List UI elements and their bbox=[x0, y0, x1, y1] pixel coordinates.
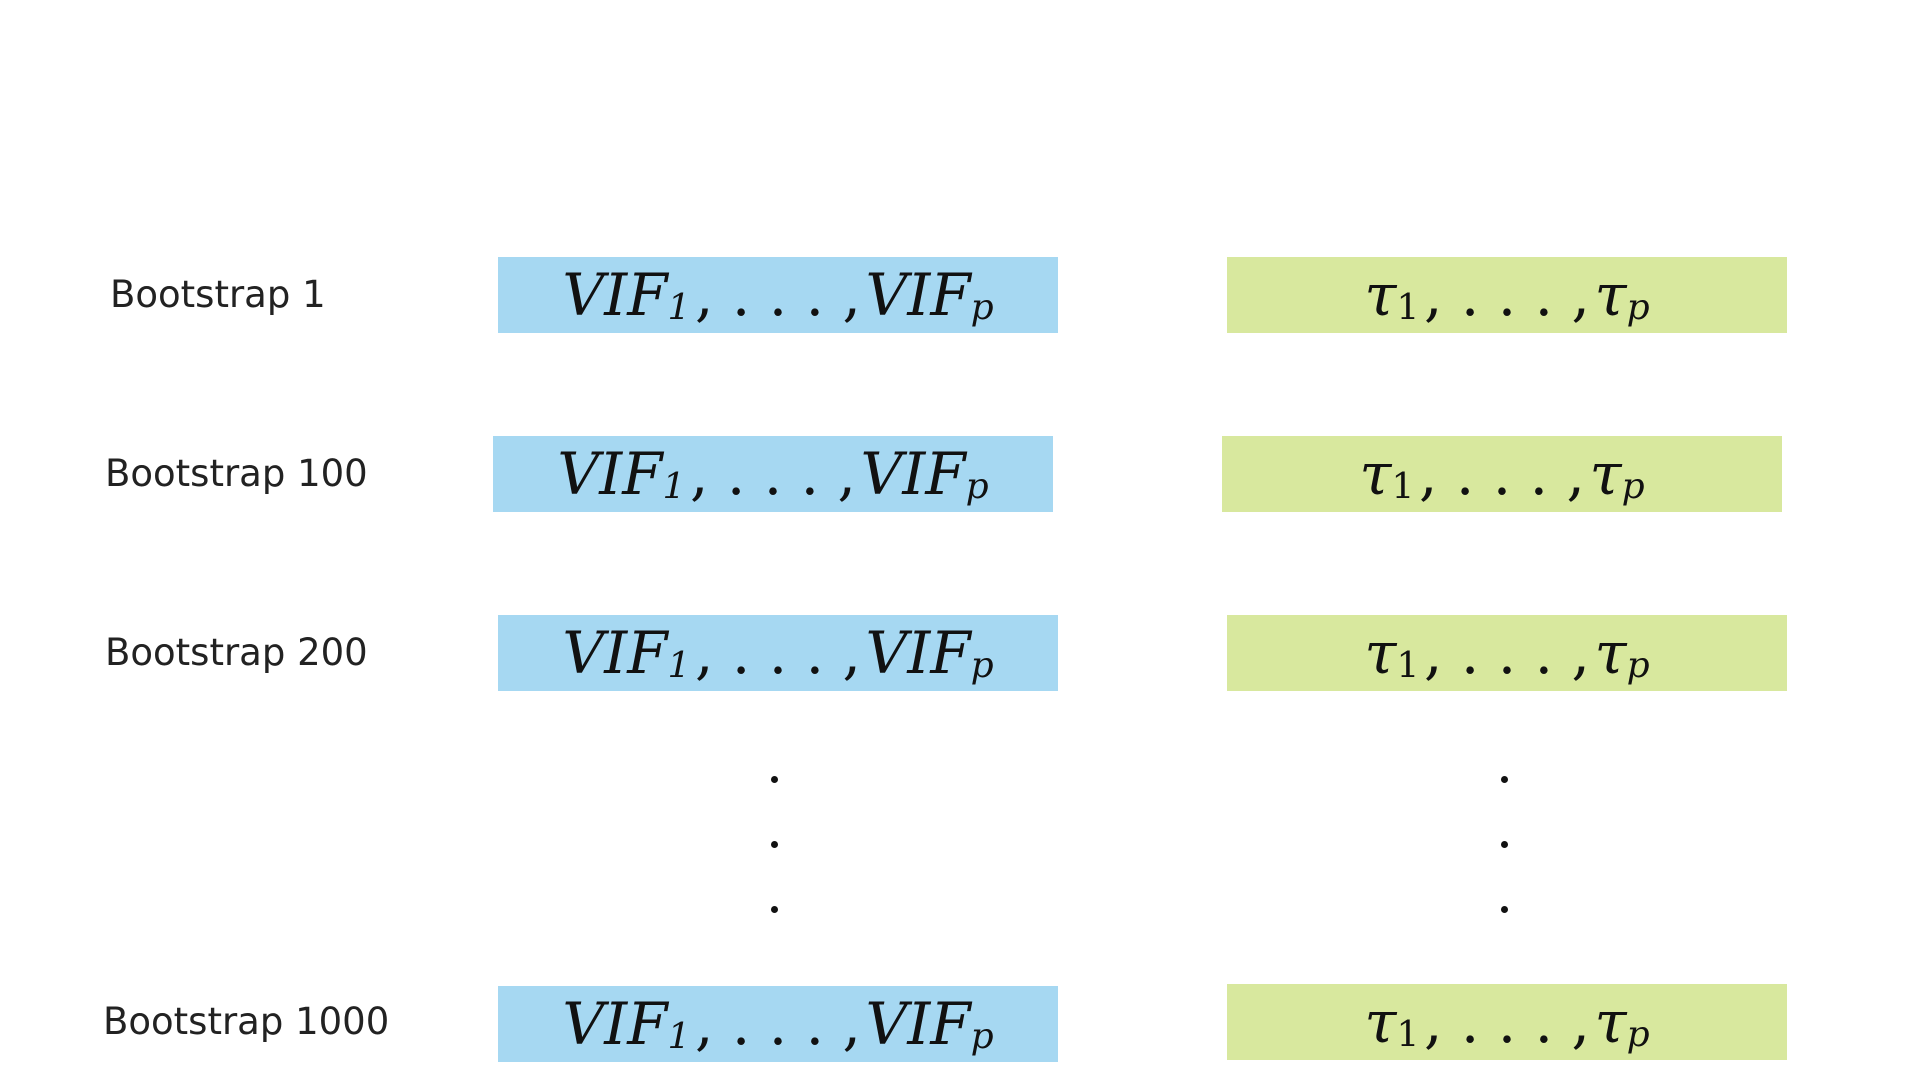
vif-first: VIF1 bbox=[562, 261, 691, 329]
vif-box-bootstrap-1000: VIF1 , . . . , VIFp bbox=[498, 986, 1058, 1062]
ellipsis-dot bbox=[1500, 841, 1508, 848]
vif-last: VIFp bbox=[865, 990, 994, 1058]
tau-last: τp bbox=[1594, 988, 1650, 1056]
tau-vertical-ellipsis bbox=[1494, 776, 1514, 913]
vif-ellipsis: , . . . , bbox=[689, 440, 856, 508]
tau-first: τ1 bbox=[1364, 988, 1420, 1056]
vif-first: VIF1 bbox=[562, 619, 691, 687]
tau-first: τ1 bbox=[1364, 261, 1420, 329]
row-label-bootstrap-1000: Bootstrap 1000 bbox=[103, 1000, 390, 1043]
vif-vertical-ellipsis bbox=[764, 776, 784, 913]
tau-last: τp bbox=[1594, 619, 1650, 687]
vif-box-bootstrap-100: VIF1 , . . . , VIFp bbox=[493, 436, 1053, 512]
row-label-bootstrap-100: Bootstrap 100 bbox=[105, 452, 368, 495]
vif-last: VIFp bbox=[865, 261, 994, 329]
tau-box-bootstrap-1: τ1 , . . . , τp bbox=[1227, 257, 1787, 333]
tau-last: τp bbox=[1594, 261, 1650, 329]
vif-last: VIFp bbox=[865, 619, 994, 687]
tau-last: τp bbox=[1589, 440, 1645, 508]
row-label-bootstrap-200: Bootstrap 200 bbox=[105, 631, 368, 674]
ellipsis-dot bbox=[770, 841, 778, 848]
tau-box-bootstrap-1000: τ1 , . . . , τp bbox=[1227, 984, 1787, 1060]
tau-first: τ1 bbox=[1359, 440, 1415, 508]
row-label-bootstrap-1: Bootstrap 1 bbox=[110, 273, 326, 316]
vif-box-bootstrap-200: VIF1 , . . . , VIFp bbox=[498, 615, 1058, 691]
tau-ellipsis: , . . . , bbox=[1418, 440, 1585, 508]
vif-box-bootstrap-1: VIF1 , . . . , VIFp bbox=[498, 257, 1058, 333]
vif-ellipsis: , . . . , bbox=[694, 261, 861, 329]
vif-first: VIF1 bbox=[557, 440, 686, 508]
ellipsis-dot bbox=[770, 906, 778, 913]
vif-ellipsis: , . . . , bbox=[694, 619, 861, 687]
tau-ellipsis: , . . . , bbox=[1423, 261, 1590, 329]
vif-ellipsis: , . . . , bbox=[694, 990, 861, 1058]
ellipsis-dot bbox=[1500, 906, 1508, 913]
tau-first: τ1 bbox=[1364, 619, 1420, 687]
tau-ellipsis: , . . . , bbox=[1423, 988, 1590, 1056]
ellipsis-dot bbox=[1500, 776, 1508, 783]
vif-last: VIFp bbox=[860, 440, 989, 508]
vif-first: VIF1 bbox=[562, 990, 691, 1058]
tau-box-bootstrap-200: τ1 , . . . , τp bbox=[1227, 615, 1787, 691]
ellipsis-dot bbox=[770, 776, 778, 783]
tau-box-bootstrap-100: τ1 , . . . , τp bbox=[1222, 436, 1782, 512]
tau-ellipsis: , . . . , bbox=[1423, 619, 1590, 687]
